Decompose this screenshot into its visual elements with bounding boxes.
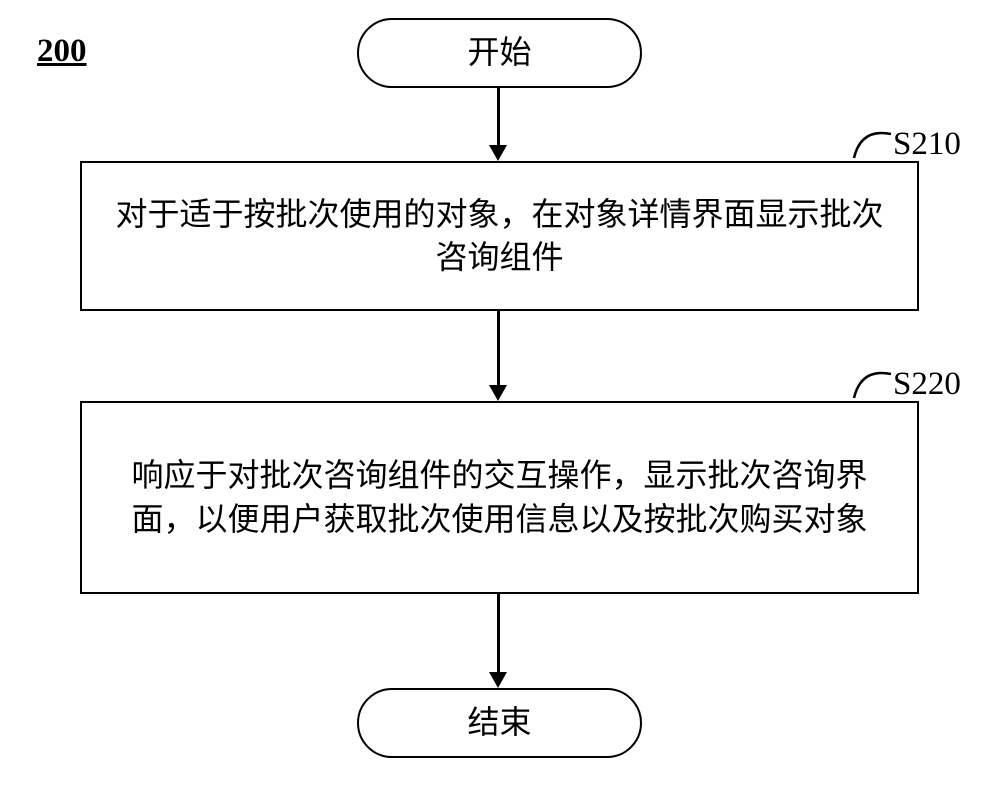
figure-number: 200 <box>37 33 87 70</box>
edge-s220-end-line <box>497 594 500 673</box>
edge-start-s210-head <box>489 145 507 161</box>
process-s220-text: 响应于对批次咨询组件的交互操作，显示批次咨询界面，以便用户获取批次使用信息以及按… <box>102 454 897 540</box>
edge-s210-s220-head <box>489 385 507 401</box>
s210-step-label: S210 <box>893 126 961 163</box>
s220-label-curve <box>851 360 893 400</box>
s210-label-curve <box>851 120 893 160</box>
process-s210: 对于适于按批次使用的对象，在对象详情界面显示批次咨询组件 <box>80 161 919 311</box>
edge-s220-end-head <box>489 672 507 688</box>
s220-step-label: S220 <box>893 366 961 403</box>
process-s210-text: 对于适于按批次使用的对象，在对象详情界面显示批次咨询组件 <box>102 193 897 279</box>
end-label: 结束 <box>467 701 531 744</box>
start-node: 开始 <box>357 18 642 88</box>
start-label: 开始 <box>467 31 531 74</box>
edge-start-s210-line <box>497 88 500 146</box>
edge-s210-s220-line <box>497 311 500 386</box>
process-s220: 响应于对批次咨询组件的交互操作，显示批次咨询界面，以便用户获取批次使用信息以及按… <box>80 401 919 594</box>
end-node: 结束 <box>357 688 642 758</box>
